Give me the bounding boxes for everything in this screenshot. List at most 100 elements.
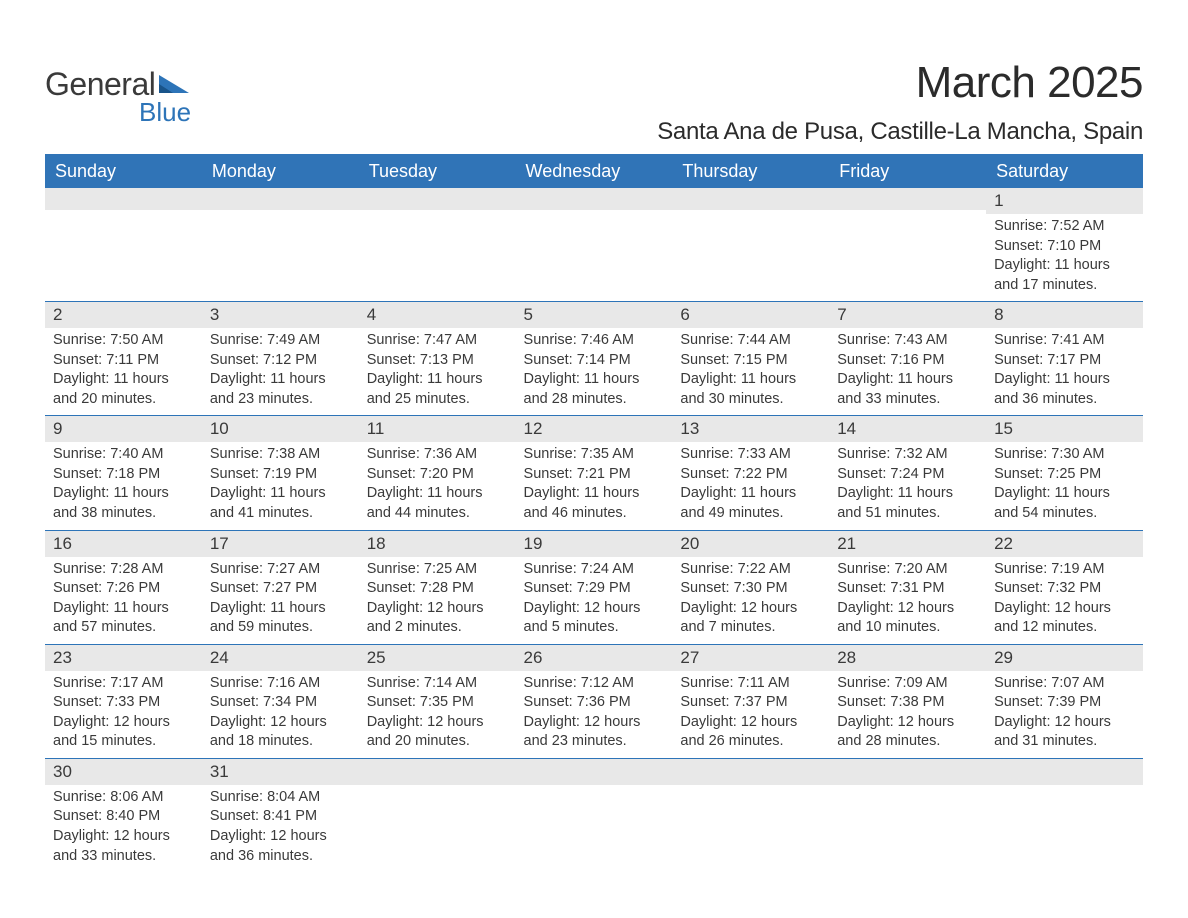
day-details: Sunrise: 7:47 AMSunset: 7:13 PMDaylight:…	[359, 328, 516, 415]
weekday-header: Saturday	[986, 154, 1143, 188]
empty-daynum-bar	[829, 758, 986, 785]
daylight-line: Daylight: 11 hours and 54 minutes.	[994, 484, 1135, 523]
empty-daynum-bar	[359, 188, 516, 210]
day-details: Sunrise: 7:43 AMSunset: 7:16 PMDaylight:…	[829, 328, 986, 415]
day-cell	[672, 188, 829, 301]
sunset-line: Sunset: 7:11 PM	[53, 351, 194, 371]
day-number: 6	[672, 301, 829, 328]
day-cell: 16Sunrise: 7:28 AMSunset: 7:26 PMDayligh…	[45, 530, 202, 644]
sunrise-line: Sunrise: 7:24 AM	[524, 560, 665, 580]
day-number: 25	[359, 644, 516, 671]
day-number: 21	[829, 530, 986, 557]
day-details: Sunrise: 7:44 AMSunset: 7:15 PMDaylight:…	[672, 328, 829, 415]
sunset-line: Sunset: 7:18 PM	[53, 465, 194, 485]
daylight-line: Daylight: 11 hours and 36 minutes.	[994, 370, 1135, 409]
day-cell: 3Sunrise: 7:49 AMSunset: 7:12 PMDaylight…	[202, 301, 359, 415]
empty-daynum-bar	[516, 758, 673, 785]
sunset-line: Sunset: 7:20 PM	[367, 465, 508, 485]
day-details: Sunrise: 7:40 AMSunset: 7:18 PMDaylight:…	[45, 442, 202, 529]
day-number: 24	[202, 644, 359, 671]
day-details: Sunrise: 7:19 AMSunset: 7:32 PMDaylight:…	[986, 557, 1143, 644]
daylight-line: Daylight: 11 hours and 20 minutes.	[53, 370, 194, 409]
day-details: Sunrise: 7:14 AMSunset: 7:35 PMDaylight:…	[359, 671, 516, 758]
day-cell: 24Sunrise: 7:16 AMSunset: 7:34 PMDayligh…	[202, 644, 359, 758]
title-block: March 2025 Santa Ana de Pusa, Castille-L…	[657, 40, 1143, 146]
day-number: 23	[45, 644, 202, 671]
day-details: Sunrise: 7:30 AMSunset: 7:25 PMDaylight:…	[986, 442, 1143, 529]
weekday-header: Monday	[202, 154, 359, 188]
day-details: Sunrise: 7:12 AMSunset: 7:36 PMDaylight:…	[516, 671, 673, 758]
day-cell: 28Sunrise: 7:09 AMSunset: 7:38 PMDayligh…	[829, 644, 986, 758]
sunrise-line: Sunrise: 7:28 AM	[53, 560, 194, 580]
sunrise-line: Sunrise: 7:50 AM	[53, 331, 194, 351]
day-number: 14	[829, 415, 986, 442]
day-cell: 7Sunrise: 7:43 AMSunset: 7:16 PMDaylight…	[829, 301, 986, 415]
day-cell: 5Sunrise: 7:46 AMSunset: 7:14 PMDaylight…	[516, 301, 673, 415]
empty-daynum-bar	[516, 188, 673, 210]
weekday-header: Thursday	[672, 154, 829, 188]
sunset-line: Sunset: 7:14 PM	[524, 351, 665, 371]
sunrise-line: Sunrise: 7:43 AM	[837, 331, 978, 351]
day-cell: 6Sunrise: 7:44 AMSunset: 7:15 PMDaylight…	[672, 301, 829, 415]
sunset-line: Sunset: 7:33 PM	[53, 693, 194, 713]
empty-daynum-bar	[359, 758, 516, 785]
day-number: 1	[986, 188, 1143, 214]
day-details: Sunrise: 8:06 AMSunset: 8:40 PMDaylight:…	[45, 785, 202, 872]
day-details: Sunrise: 7:52 AMSunset: 7:10 PMDaylight:…	[986, 214, 1143, 301]
daylight-line: Daylight: 11 hours and 33 minutes.	[837, 370, 978, 409]
day-details: Sunrise: 7:32 AMSunset: 7:24 PMDaylight:…	[829, 442, 986, 529]
sunrise-line: Sunrise: 7:41 AM	[994, 331, 1135, 351]
location: Santa Ana de Pusa, Castille-La Mancha, S…	[657, 118, 1143, 146]
daylight-line: Daylight: 12 hours and 26 minutes.	[680, 713, 821, 752]
weekday-header: Sunday	[45, 154, 202, 188]
sunrise-line: Sunrise: 7:19 AM	[994, 560, 1135, 580]
day-number: 4	[359, 301, 516, 328]
weekday-header: Tuesday	[359, 154, 516, 188]
sunrise-line: Sunrise: 8:06 AM	[53, 788, 194, 808]
day-number: 18	[359, 530, 516, 557]
sunset-line: Sunset: 7:13 PM	[367, 351, 508, 371]
empty-daynum-bar	[829, 188, 986, 210]
sunset-line: Sunset: 7:25 PM	[994, 465, 1135, 485]
daylight-line: Daylight: 11 hours and 38 minutes.	[53, 484, 194, 523]
sunset-line: Sunset: 7:19 PM	[210, 465, 351, 485]
day-number: 29	[986, 644, 1143, 671]
day-cell: 1Sunrise: 7:52 AMSunset: 7:10 PMDaylight…	[986, 188, 1143, 301]
sunset-line: Sunset: 7:31 PM	[837, 579, 978, 599]
daylight-line: Daylight: 12 hours and 33 minutes.	[53, 827, 194, 866]
sunrise-line: Sunrise: 7:40 AM	[53, 445, 194, 465]
daylight-line: Daylight: 11 hours and 17 minutes.	[994, 256, 1135, 295]
day-cell: 19Sunrise: 7:24 AMSunset: 7:29 PMDayligh…	[516, 530, 673, 644]
daylight-line: Daylight: 11 hours and 46 minutes.	[524, 484, 665, 523]
empty-daynum-bar	[202, 188, 359, 210]
daylight-line: Daylight: 12 hours and 23 minutes.	[524, 713, 665, 752]
sunset-line: Sunset: 7:10 PM	[994, 237, 1135, 257]
day-cell	[829, 758, 986, 872]
sunset-line: Sunset: 7:29 PM	[524, 579, 665, 599]
day-cell: 13Sunrise: 7:33 AMSunset: 7:22 PMDayligh…	[672, 415, 829, 529]
day-cell: 2Sunrise: 7:50 AMSunset: 7:11 PMDaylight…	[45, 301, 202, 415]
day-details: Sunrise: 7:41 AMSunset: 7:17 PMDaylight:…	[986, 328, 1143, 415]
sunset-line: Sunset: 7:39 PM	[994, 693, 1135, 713]
day-number: 27	[672, 644, 829, 671]
day-cell: 25Sunrise: 7:14 AMSunset: 7:35 PMDayligh…	[359, 644, 516, 758]
daylight-line: Daylight: 11 hours and 23 minutes.	[210, 370, 351, 409]
day-cell: 23Sunrise: 7:17 AMSunset: 7:33 PMDayligh…	[45, 644, 202, 758]
daylight-line: Daylight: 12 hours and 28 minutes.	[837, 713, 978, 752]
daylight-line: Daylight: 11 hours and 59 minutes.	[210, 599, 351, 638]
day-details: Sunrise: 7:50 AMSunset: 7:11 PMDaylight:…	[45, 328, 202, 415]
day-cell	[359, 758, 516, 872]
day-number: 7	[829, 301, 986, 328]
sunrise-line: Sunrise: 8:04 AM	[210, 788, 351, 808]
week-row: 16Sunrise: 7:28 AMSunset: 7:26 PMDayligh…	[45, 530, 1143, 644]
week-row: 30Sunrise: 8:06 AMSunset: 8:40 PMDayligh…	[45, 758, 1143, 872]
day-number: 15	[986, 415, 1143, 442]
sunset-line: Sunset: 7:12 PM	[210, 351, 351, 371]
calendar-table: Sunday Monday Tuesday Wednesday Thursday…	[45, 154, 1143, 872]
day-number: 20	[672, 530, 829, 557]
empty-daynum-bar	[986, 758, 1143, 785]
day-details: Sunrise: 7:27 AMSunset: 7:27 PMDaylight:…	[202, 557, 359, 644]
day-number: 8	[986, 301, 1143, 328]
sunset-line: Sunset: 7:21 PM	[524, 465, 665, 485]
daylight-line: Daylight: 11 hours and 49 minutes.	[680, 484, 821, 523]
